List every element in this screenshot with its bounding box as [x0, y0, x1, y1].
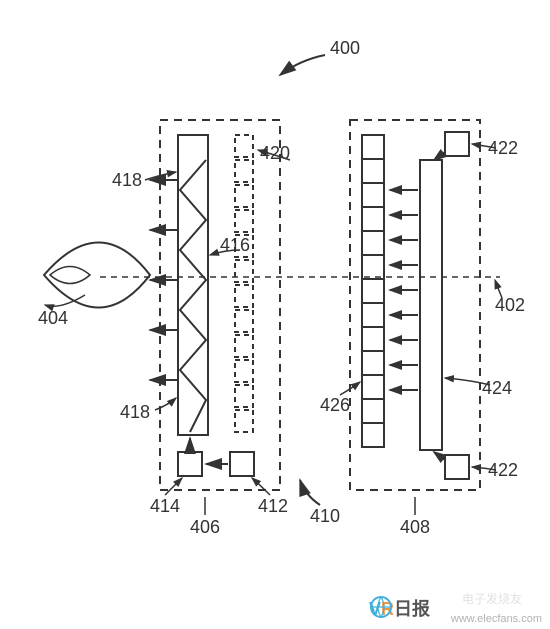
- label-424: 424: [482, 378, 512, 399]
- label-416: 416: [220, 235, 250, 256]
- watermark-cn: 电子发烧友: [462, 590, 522, 607]
- label-408: 408: [400, 517, 430, 538]
- label-412: 412: [258, 496, 288, 517]
- globe-icon: [369, 595, 393, 619]
- label-404: 404: [38, 308, 68, 329]
- label-422b: 422: [488, 460, 518, 481]
- label-418b: 418: [120, 402, 150, 423]
- label-410: 410: [310, 506, 340, 527]
- watermark-text: 日报: [394, 599, 430, 619]
- label-414: 414: [150, 496, 180, 517]
- watermark-logo: VR日报: [369, 595, 430, 621]
- label-426: 426: [320, 395, 350, 416]
- label-422a: 422: [488, 138, 518, 159]
- label-406: 406: [190, 517, 220, 538]
- label-420: 420: [260, 143, 290, 164]
- label-400: 400: [330, 38, 360, 59]
- label-418a: 418: [112, 170, 142, 191]
- watermark-url: www.elecfans.com: [451, 613, 542, 625]
- patent-diagram-svg: [0, 0, 550, 629]
- diagram-canvas: 400 404 418 418 416 420 414 412 406 410 …: [0, 0, 550, 629]
- label-402: 402: [495, 295, 525, 316]
